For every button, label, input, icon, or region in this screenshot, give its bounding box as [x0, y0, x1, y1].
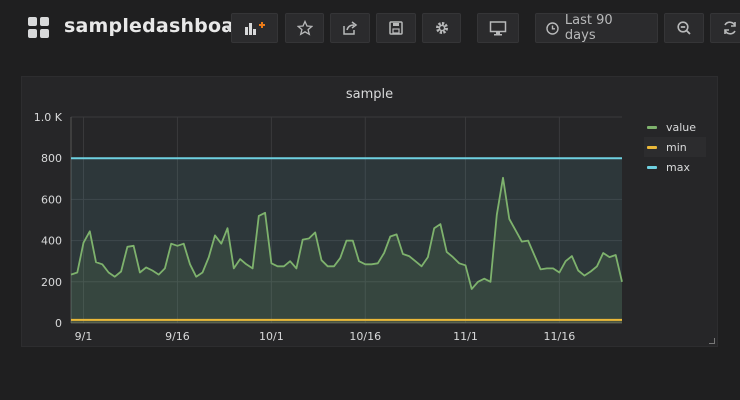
legend-label: min	[666, 140, 687, 154]
zoom-out-button[interactable]	[664, 13, 704, 43]
y-tick-label: 400	[41, 235, 62, 248]
top-navbar: sampledashboard Last 90 days	[0, 0, 740, 58]
graph-panel: sample 0 200 400 600 800 1.0 K 9/1 9/16 10/1 10/1…	[21, 76, 718, 347]
clock-icon	[546, 21, 559, 35]
tv-mode-button[interactable]	[477, 13, 519, 43]
y-tick-label: 1.0 K	[34, 111, 63, 124]
refresh-icon	[724, 21, 736, 35]
share-button[interactable]	[330, 13, 370, 43]
y-tick-label: 0	[55, 317, 62, 330]
x-tick-label: 9/1	[75, 330, 93, 343]
settings-button[interactable]	[422, 13, 461, 43]
legend-item-value[interactable]: value	[644, 117, 706, 137]
series-area-value	[71, 177, 622, 323]
dashboard-title[interactable]: sampledashboard	[64, 15, 258, 37]
grid-icon[interactable]	[28, 17, 50, 39]
legend-label: max	[666, 160, 690, 174]
save-button[interactable]	[376, 13, 416, 43]
y-tick-label: 600	[41, 193, 62, 206]
x-tick-label: 10/1	[259, 330, 284, 343]
x-tick-label: 10/16	[349, 330, 381, 343]
legend-swatch-max	[647, 165, 657, 169]
line-chart: 0 200 400 600 800 1.0 K 9/1 9/16 10/1 10/16 11/1 11…	[34, 111, 623, 343]
refresh-button[interactable]	[710, 13, 740, 43]
legend-item-max[interactable]: max	[644, 157, 706, 177]
star-icon	[296, 20, 313, 36]
series-area-min	[71, 319, 622, 323]
resize-handle[interactable]	[709, 338, 715, 344]
add-panel-button[interactable]	[231, 13, 278, 43]
share-icon	[343, 21, 358, 35]
add-panel-icon	[244, 22, 265, 35]
legend-item-min[interactable]: min	[644, 137, 706, 157]
time-picker-button[interactable]: Last 90 days	[535, 13, 658, 43]
legend-swatch-min	[647, 145, 657, 149]
x-tick-label: 11/1	[453, 330, 478, 343]
x-tick-label: 11/16	[544, 330, 576, 343]
gear-icon	[435, 22, 448, 34]
legend-swatch-value	[647, 125, 657, 129]
monitor-icon	[489, 21, 507, 36]
time-range-label: Last 90 days	[564, 13, 613, 43]
save-icon	[389, 21, 403, 35]
chart-legend: value min max	[644, 117, 706, 177]
y-tick-label: 800	[41, 152, 62, 165]
series-line-value	[70, 176, 623, 290]
chevron-down-icon[interactable]	[225, 26, 233, 31]
zoom-out-icon	[677, 21, 691, 35]
star-button[interactable]	[285, 13, 324, 43]
x-tick-label: 9/16	[165, 330, 190, 343]
legend-label: value	[666, 120, 697, 134]
y-tick-label: 200	[41, 276, 62, 289]
panel-title[interactable]: sample	[345, 87, 394, 102]
